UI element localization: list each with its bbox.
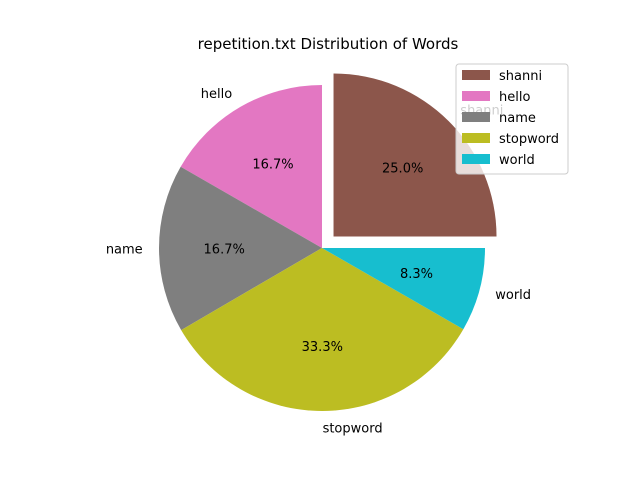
slice-label-name: name <box>106 243 143 258</box>
legend-label-world: world <box>499 153 535 168</box>
pct-label-shanni: 25.0% <box>382 161 423 176</box>
legend-swatch-hello <box>462 91 490 101</box>
pct-label-name: 16.7% <box>204 242 245 257</box>
pie-slice-world <box>322 248 485 330</box>
pct-label-hello: 16.7% <box>252 157 293 172</box>
slice-label-hello: hello <box>201 87 232 102</box>
pie-slice-stopword <box>181 248 464 411</box>
legend-swatch-name <box>462 112 490 122</box>
legend-label-stopword: stopword <box>499 132 559 147</box>
slice-label-stopword: stopword <box>323 421 383 436</box>
pie-slice-name <box>158 166 322 331</box>
legend-label-name: name <box>499 111 536 126</box>
slice-label-world: world <box>495 288 531 303</box>
legend-label-shanni: shanni <box>499 69 542 84</box>
pie-slice-shanni <box>333 73 497 237</box>
legend-label-hello: hello <box>499 90 530 105</box>
pct-label-stopword: 33.3% <box>302 340 343 355</box>
legend-swatch-stopword <box>462 133 490 143</box>
pie-slices <box>158 73 497 411</box>
legend: shanni hello name stopword world <box>455 63 569 175</box>
legend-swatch-shanni <box>462 70 490 80</box>
chart-title: repetition.txt Distribution of Words <box>198 35 459 53</box>
pie-slice-hello <box>180 85 322 248</box>
pct-label-world: 8.3% <box>400 267 433 282</box>
pie-labels: 25.0%shanni16.7%hello16.7%name33.3%stopw… <box>106 87 531 436</box>
legend-swatch-world <box>462 154 490 164</box>
